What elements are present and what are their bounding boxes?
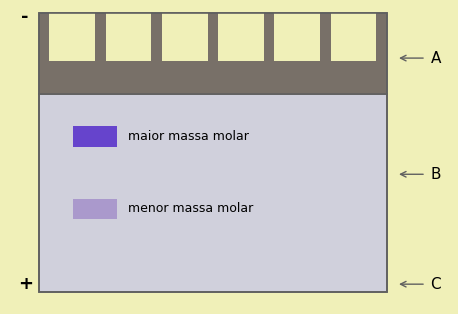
Bar [162, 13, 207, 61]
Bar [218, 13, 264, 61]
Bar [39, 94, 387, 292]
Text: C: C [431, 277, 441, 292]
Bar [106, 13, 152, 61]
Text: maior massa molar: maior massa molar [128, 130, 249, 143]
Text: menor massa molar: menor massa molar [128, 202, 253, 215]
Text: +: + [18, 275, 33, 293]
Bar [274, 13, 320, 61]
Bar [73, 199, 117, 219]
Bar [331, 13, 376, 61]
Bar [39, 13, 387, 94]
Text: B: B [431, 167, 441, 182]
Bar [73, 126, 117, 147]
Text: A: A [431, 51, 441, 66]
Bar [39, 13, 387, 292]
Bar [49, 13, 95, 61]
Text: -: - [22, 8, 29, 26]
